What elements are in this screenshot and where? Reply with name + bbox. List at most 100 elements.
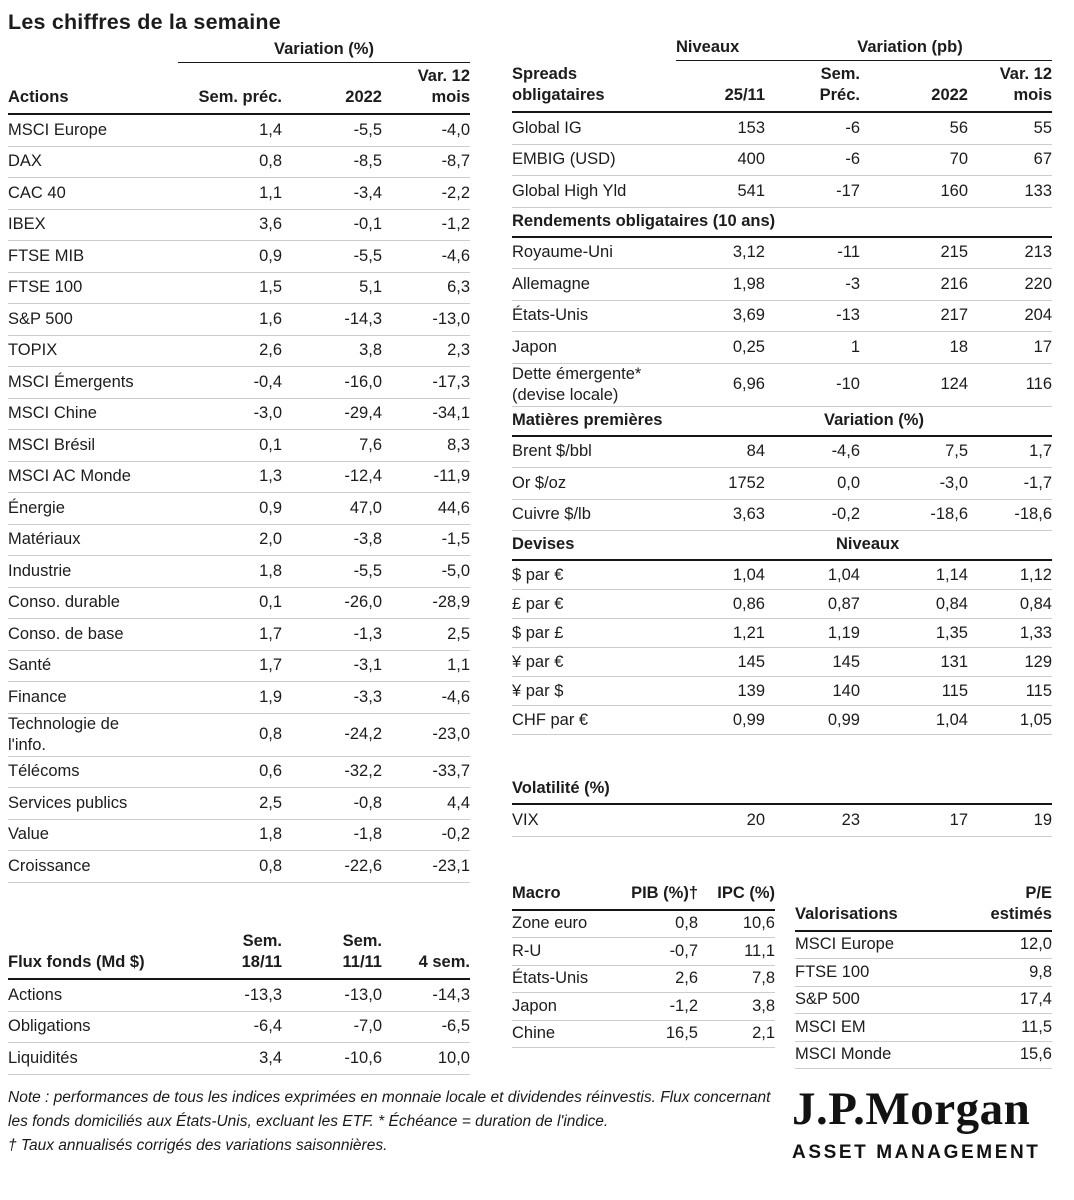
- row-value: 1,04: [827, 565, 860, 584]
- row-value: 84: [746, 442, 765, 461]
- table-row: $ par £ 1,21 1,19 1,35 1,33: [512, 619, 1052, 648]
- niveaux-label: Niveaux: [676, 38, 740, 56]
- row-label: Dette émergente* (devise locale): [512, 364, 642, 404]
- row-value: 1,05: [1019, 710, 1052, 729]
- table-row: EMBIG (USD) 400 -6 70 67: [512, 145, 1052, 176]
- row-label: Allemagne: [512, 274, 590, 293]
- table-row: Finance 1,9 -3,3 -4,6: [8, 682, 470, 714]
- row-value: -8,5: [353, 152, 382, 171]
- row-label: FTSE 100: [8, 278, 83, 297]
- flux-header-label: Flux fonds (Md $): [8, 953, 145, 971]
- table-row: IBEX 3,6 -0,1 -1,2: [8, 210, 470, 241]
- row-value: 400: [737, 150, 765, 169]
- devises-niveaux-label: Niveaux: [836, 535, 900, 553]
- row-value: -18,6: [930, 505, 968, 524]
- devises-title: Devises: [512, 535, 575, 553]
- row-value: -24,2: [344, 725, 382, 743]
- row-value: 0,84: [935, 594, 968, 613]
- row-label: Télécoms: [8, 762, 80, 781]
- matieres-title: Matières premières: [512, 410, 663, 429]
- row-value: -11,9: [433, 467, 470, 486]
- table-row: Cuivre $/lb 3,63 -0,2 -18,6 -18,6: [512, 500, 1052, 531]
- footnote-dagger-text: † Taux annualisés corrigés des variation…: [8, 1137, 388, 1154]
- row-label: MSCI Europe: [8, 120, 108, 139]
- row-value: -1,2: [669, 996, 698, 1015]
- row-value: -4,6: [441, 687, 470, 706]
- table-row: VIX 20 23 17 19: [512, 805, 1052, 837]
- row-value: 160: [940, 181, 968, 200]
- row-value: 131: [940, 652, 968, 671]
- row-value: 0,84: [1019, 594, 1052, 613]
- row-value: -3,3: [353, 687, 382, 706]
- row-label: VIX: [512, 810, 539, 829]
- row-value: 11,1: [744, 941, 775, 960]
- table-row: Japon -1,2 3,8: [512, 993, 775, 1021]
- row-value: 217: [940, 306, 968, 325]
- row-value: -4,6: [831, 442, 860, 461]
- col-2022: 2022: [345, 88, 382, 106]
- row-label: S&P 500: [8, 309, 73, 328]
- row-label: Japon: [512, 337, 557, 356]
- row-label: Matériaux: [8, 530, 81, 549]
- flux-fonds-table: Flux fonds (Md $) Sem. 18/11 Sem. 11/11 …: [8, 928, 470, 1075]
- row-label: Services publics: [8, 793, 128, 812]
- macro-header-row: Macro PIB (%)† IPC (%): [512, 883, 775, 911]
- col-sem-prec: Sem. préc.: [198, 88, 282, 106]
- table-row: MSCI Chine -3,0 -29,4 -34,1: [8, 399, 470, 430]
- row-label: Global High Yld: [512, 181, 627, 200]
- valorisations-table: Valorisations P/E estimés MSCI Europe 12,…: [795, 883, 1052, 1069]
- row-value: 19: [1033, 810, 1052, 829]
- row-value: 2,6: [259, 341, 282, 360]
- row-value: 1,04: [935, 710, 968, 729]
- row-label: $ par £: [512, 623, 564, 642]
- table-row: Matériaux 2,0 -3,8 -1,5: [8, 525, 470, 556]
- row-value: 0,9: [259, 246, 282, 265]
- macro-table: Macro PIB (%)† IPC (%) Zone euro 0,8 10,6 R…: [512, 883, 775, 1070]
- row-value: 5,1: [359, 278, 382, 297]
- spreads-rows: Global IG 153 -6 56 55 EMBIG (USD) 400 -6 70 67 Gl…: [512, 113, 1052, 208]
- row-value: -6,5: [441, 1017, 470, 1036]
- row-label: Croissance: [8, 856, 91, 875]
- row-label: MSCI EM: [795, 1017, 866, 1036]
- row-label: MSCI Chine: [8, 404, 97, 423]
- row-value: 7,6: [359, 435, 382, 454]
- row-label: Santé: [8, 656, 52, 675]
- row-label: Finance: [8, 687, 67, 706]
- table-row: Télécoms 0,6 -32,2 -33,7: [8, 757, 470, 788]
- row-value: -2,2: [441, 183, 470, 202]
- col-4-sem: 4 sem.: [418, 953, 470, 971]
- row-value: -0,2: [441, 825, 470, 844]
- row-value: -1,3: [353, 624, 382, 643]
- row-value: 56: [949, 118, 968, 137]
- table-row: S&P 500 17,4: [795, 987, 1052, 1014]
- row-value: 115: [941, 681, 968, 700]
- row-value: 1,8: [259, 561, 282, 580]
- row-value: -4,0: [441, 120, 470, 139]
- flux-rows: Actions -13,3 -13,0 -14,3 Obligations -6,4 -7,…: [8, 980, 470, 1075]
- row-value: -13,3: [244, 985, 282, 1004]
- jpmorgan-logo: J.P.Morgan ASSET MANAGEMENT: [792, 1084, 1054, 1164]
- col-ipc: IPC (%): [717, 883, 775, 902]
- row-value: -22,6: [344, 856, 382, 875]
- row-value: 1,35: [935, 623, 968, 642]
- row-value: -6: [845, 118, 860, 137]
- table-row: MSCI Europe 1,4 -5,5 -4,0: [8, 115, 470, 147]
- row-label: ¥ par $: [512, 681, 564, 700]
- row-value: 17: [949, 810, 968, 829]
- row-value: 1: [850, 337, 860, 356]
- row-label: États-Unis: [512, 969, 589, 988]
- row-value: 0,6: [259, 762, 282, 781]
- table-row: Royaume-Uni 3,12 -11 215 213: [512, 238, 1052, 269]
- table-row: FTSE 100 1,5 5,1 6,3: [8, 273, 470, 304]
- col-pe-estimes: P/E estimés: [990, 883, 1052, 923]
- row-value: -17,3: [432, 372, 470, 391]
- row-value: 3,8: [752, 996, 775, 1015]
- row-value: 1,04: [732, 565, 765, 584]
- table-row: R-U -0,7 11,1: [512, 938, 775, 966]
- row-value: 2,1: [752, 1024, 775, 1043]
- row-value: 6,96: [732, 375, 765, 393]
- row-value: 1,1: [259, 183, 282, 202]
- row-value: 1,33: [1019, 623, 1052, 642]
- row-label: FTSE MIB: [8, 246, 85, 265]
- table-row: Chine 16,5 2,1: [512, 1021, 775, 1048]
